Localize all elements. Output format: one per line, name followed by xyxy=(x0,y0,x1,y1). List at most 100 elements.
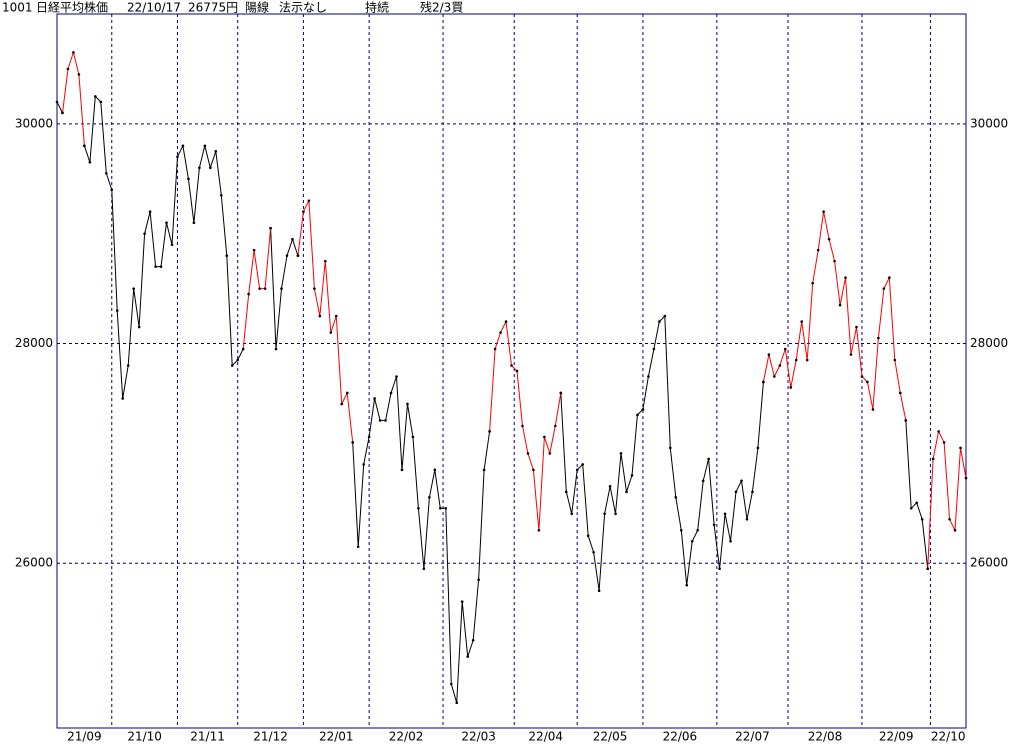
price-dot xyxy=(439,507,442,510)
price-dot xyxy=(767,353,771,356)
price-dot xyxy=(324,259,327,263)
price-dot xyxy=(822,210,825,214)
price-dot xyxy=(252,248,256,252)
price-dot xyxy=(230,364,234,367)
x-tick-label: 22/09 xyxy=(879,730,914,744)
price-dot xyxy=(115,309,119,312)
price-dot xyxy=(931,457,935,461)
price-dot xyxy=(948,517,951,521)
price-dot xyxy=(816,248,820,252)
chart-title: 日経平均株価 xyxy=(36,0,108,15)
x-tick-label: 21/11 xyxy=(190,730,225,744)
x-tick-label: 22/04 xyxy=(528,730,563,744)
x-tick-label: 21/12 xyxy=(253,730,288,744)
price-dot xyxy=(778,364,782,367)
price-dot xyxy=(455,701,459,705)
price-dot xyxy=(762,380,765,384)
price-dot xyxy=(378,419,382,422)
price-dot xyxy=(652,347,656,351)
price-dot xyxy=(148,210,152,214)
price-dot xyxy=(575,468,579,472)
price-dot xyxy=(811,281,814,285)
price-dot xyxy=(291,237,294,241)
price-dot xyxy=(959,446,962,450)
price-dot xyxy=(296,254,300,257)
price-dot xyxy=(209,166,212,170)
price-dot xyxy=(882,287,886,290)
x-tick-label: 22/05 xyxy=(593,730,628,744)
price-dot xyxy=(488,430,491,433)
code: 1001 xyxy=(2,1,33,15)
price-dot xyxy=(94,95,97,98)
price-dot xyxy=(866,380,869,384)
price-dot xyxy=(729,539,732,543)
price-dot xyxy=(411,435,415,439)
y-tick-label: 30000 xyxy=(15,116,53,130)
price-dot xyxy=(104,171,108,175)
price-dot xyxy=(88,160,92,164)
y-tick-label: 26000 xyxy=(15,556,53,570)
price-dot xyxy=(121,397,125,400)
price-dot xyxy=(170,243,174,246)
price-dot xyxy=(61,111,64,115)
price-dot xyxy=(274,347,278,351)
price-dot xyxy=(723,512,727,516)
price-dot xyxy=(619,452,623,455)
price-line xyxy=(62,50,85,146)
price-dot xyxy=(871,408,875,411)
price-dot xyxy=(696,528,699,532)
price-dot xyxy=(55,100,59,104)
price-dot xyxy=(280,287,283,290)
price-dot xyxy=(154,265,157,268)
price-line xyxy=(297,198,354,443)
price-dot xyxy=(258,287,261,290)
price-dot xyxy=(406,402,409,406)
price-dot xyxy=(499,331,502,334)
price-dot xyxy=(608,485,612,488)
price-dot xyxy=(915,501,919,505)
price-dot xyxy=(422,567,426,571)
price-line xyxy=(905,420,929,569)
position: 残2/3買 xyxy=(420,1,463,15)
price-dot xyxy=(460,600,464,603)
price-dot xyxy=(313,287,316,290)
price-dot xyxy=(356,545,360,549)
price-dot xyxy=(855,325,858,329)
price-dot xyxy=(805,358,809,362)
price-line xyxy=(270,228,299,350)
price-dot xyxy=(329,331,333,334)
price-dot xyxy=(751,490,754,494)
price-dot xyxy=(783,347,787,351)
price-dot xyxy=(444,507,448,510)
price-dot xyxy=(564,490,568,494)
price-dot xyxy=(597,589,601,592)
price-dot xyxy=(630,474,634,477)
price-dot xyxy=(110,188,114,192)
price-dot xyxy=(214,150,218,153)
price-line xyxy=(242,228,272,350)
price-dot xyxy=(570,512,574,516)
price-dot xyxy=(466,655,469,658)
price-dot xyxy=(827,237,831,241)
price-dot xyxy=(433,468,437,472)
x-tick-label: 22/02 xyxy=(389,730,424,744)
price-line xyxy=(560,314,764,591)
price-dot xyxy=(181,144,185,148)
price-dot xyxy=(219,193,223,197)
price-dot xyxy=(964,476,968,480)
price-dot xyxy=(72,51,75,54)
price-dot xyxy=(143,232,146,235)
price-dot xyxy=(236,358,240,362)
price-dot xyxy=(482,468,486,472)
price-dot xyxy=(269,226,272,230)
price-dot xyxy=(942,441,946,444)
price-dot xyxy=(838,303,842,307)
price-dot xyxy=(504,320,508,323)
candle: 陽線 xyxy=(245,0,269,15)
price-dot xyxy=(510,364,513,367)
price-dot xyxy=(586,534,590,538)
x-tick-label: 21/09 xyxy=(67,730,102,744)
price-dot xyxy=(307,199,311,203)
price-line xyxy=(927,429,967,569)
price-dot xyxy=(877,336,880,340)
